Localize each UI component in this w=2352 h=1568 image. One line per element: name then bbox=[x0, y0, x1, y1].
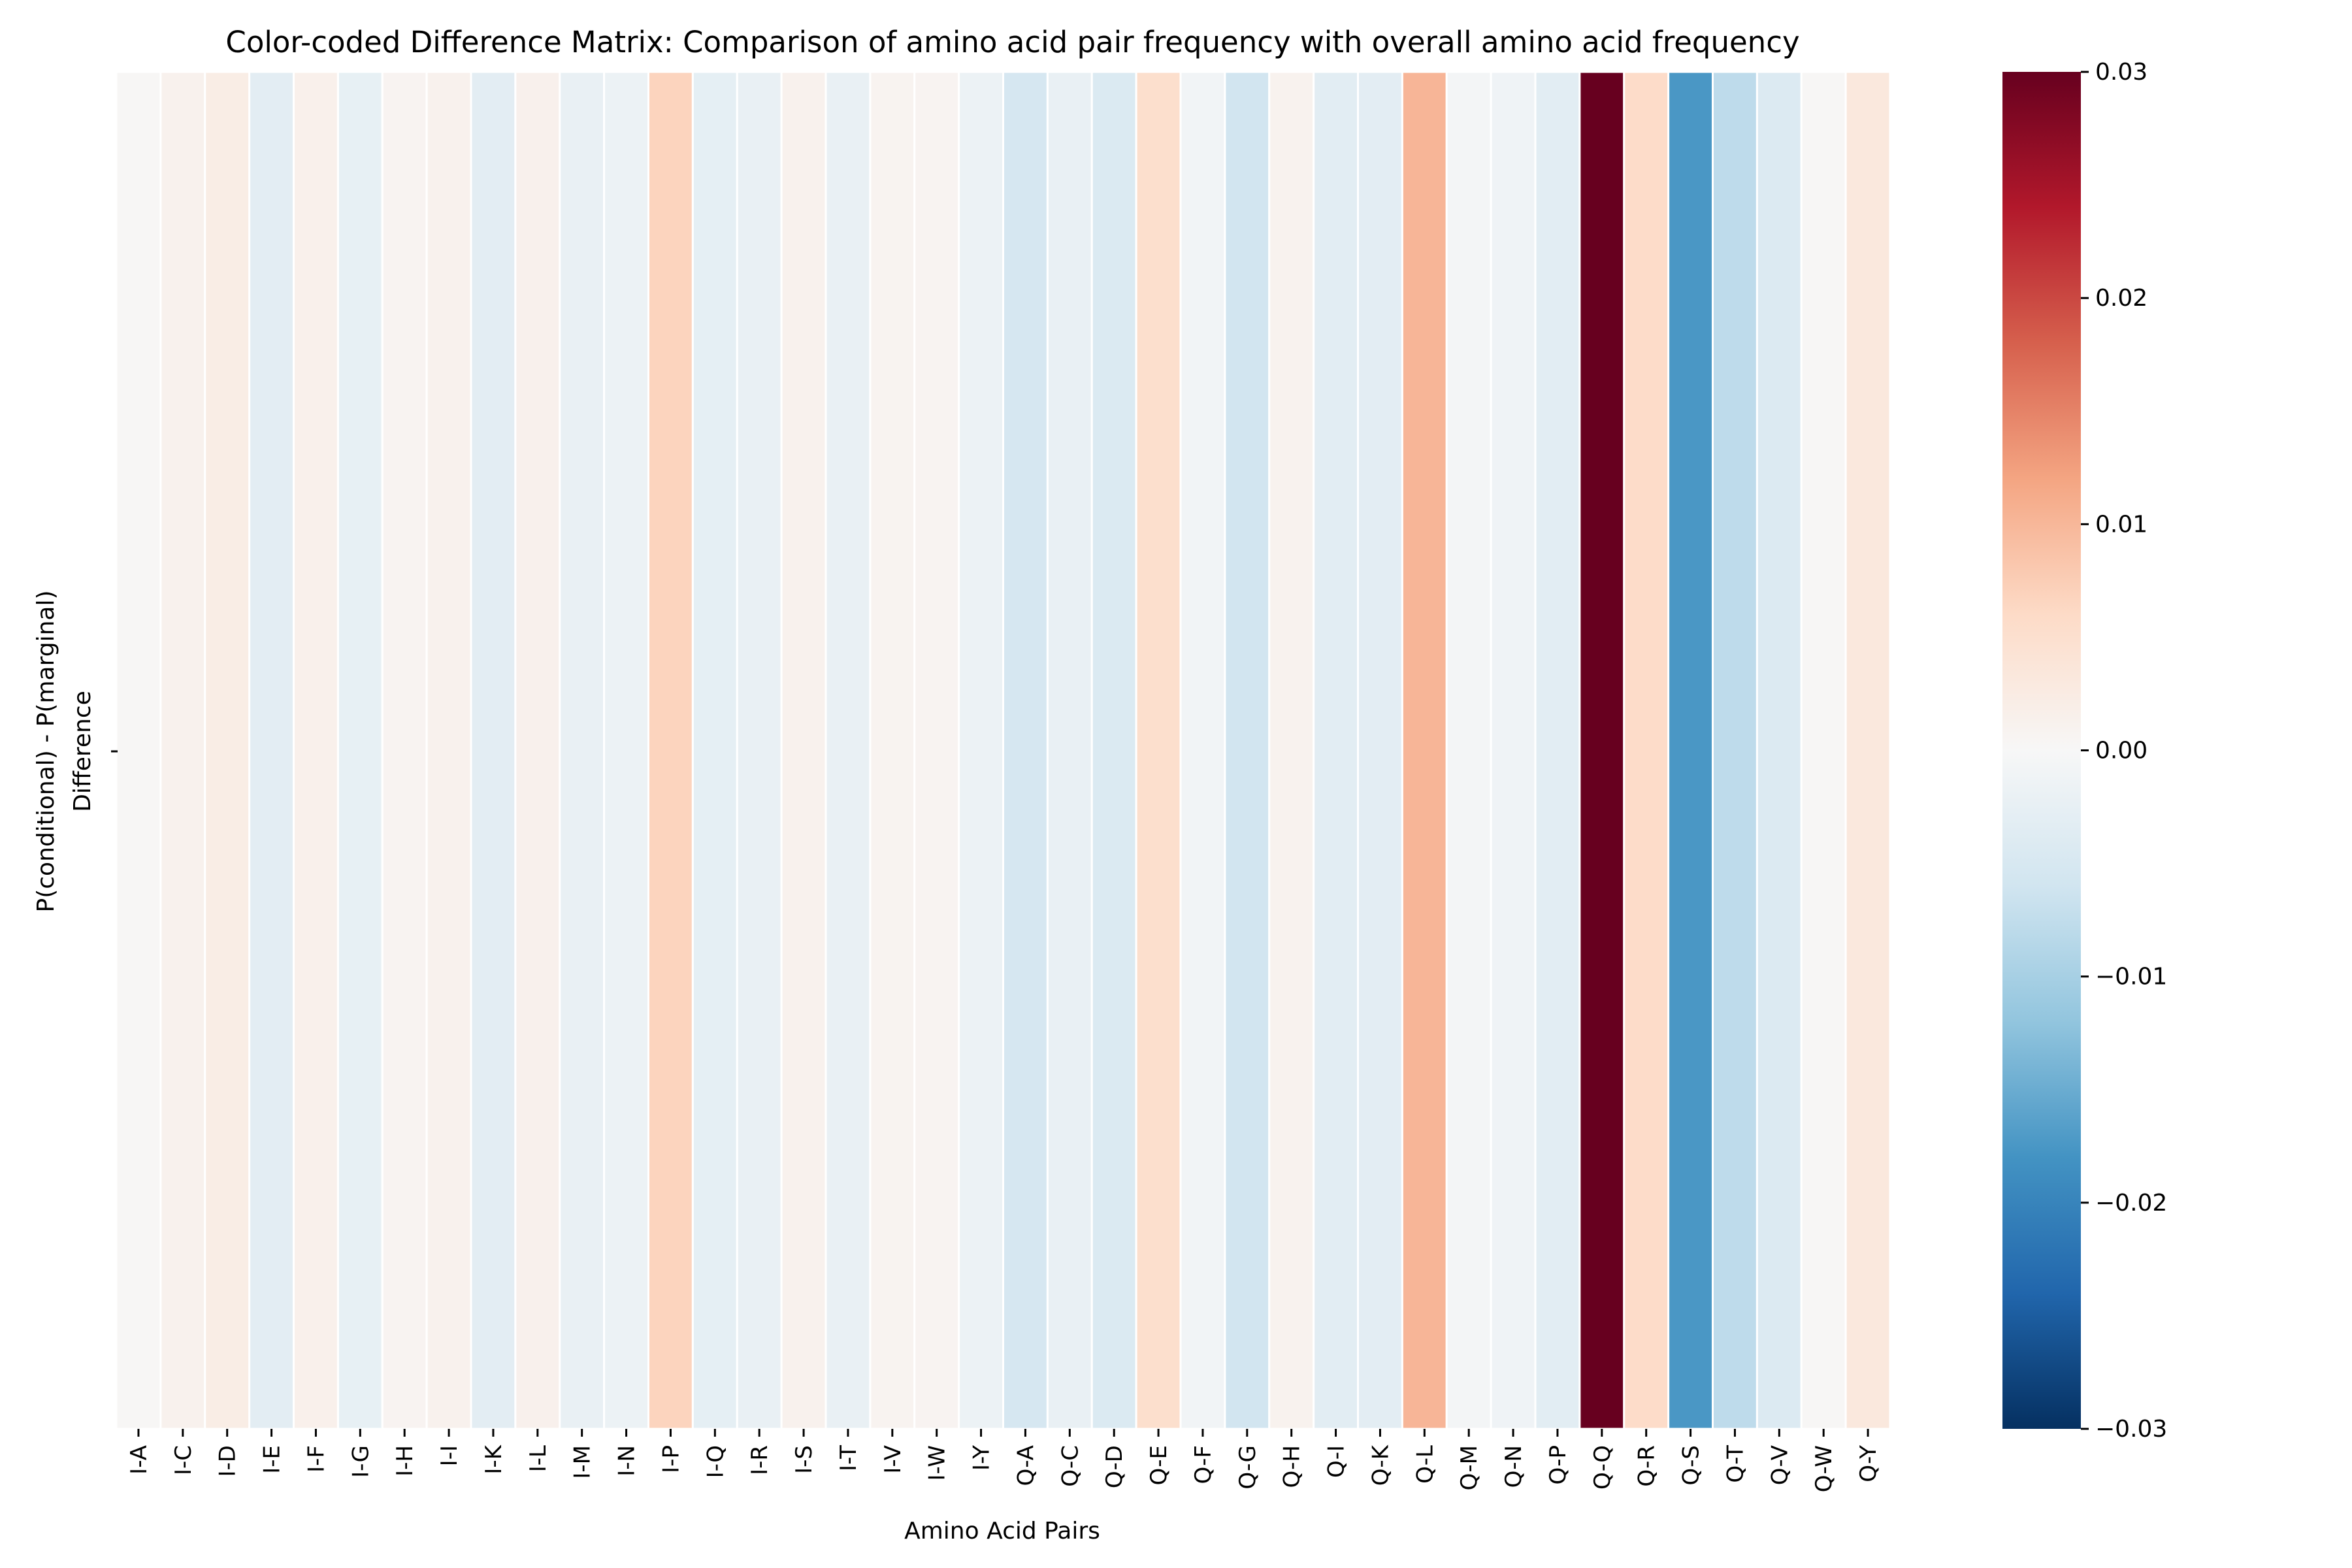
colorbar-ticks: 0.03 0.02 0.01 0.00 −0.01 −0.02 −0.03 bbox=[2081, 59, 2167, 1443]
x-tick-label: I-Y bbox=[969, 1445, 995, 1471]
colorbar-tick-label: 0.00 bbox=[2095, 738, 2148, 764]
x-tick-label: I-G bbox=[348, 1445, 374, 1478]
heatmap-cell-I-L bbox=[514, 71, 561, 1430]
heatmap-cell-I-W bbox=[913, 71, 960, 1430]
heatmap-cell-Q-Y bbox=[1844, 71, 1891, 1430]
x-tick-label: I-W bbox=[924, 1445, 951, 1481]
x-tick-label: I-I bbox=[436, 1445, 463, 1466]
x-tick-label: Q-I bbox=[1324, 1445, 1350, 1478]
x-tick-label: Q-G bbox=[1235, 1445, 1261, 1490]
heatmap-cell-I-R bbox=[736, 71, 783, 1430]
x-tick-label: I-M bbox=[570, 1445, 596, 1479]
chart-title: Color-coded Difference Matrix: Compariso… bbox=[225, 25, 1799, 59]
x-tick-label: Q-H bbox=[1279, 1445, 1305, 1488]
heatmap-cell-Q-A bbox=[1002, 71, 1049, 1430]
heatmap-cell-I-G bbox=[336, 71, 384, 1430]
colorbar-tick-label: 0.01 bbox=[2095, 511, 2148, 538]
heatmap-cell-I-D bbox=[204, 71, 251, 1430]
heatmap-cell-Q-K bbox=[1357, 71, 1403, 1430]
heatmap-cell-Q-M bbox=[1445, 71, 1492, 1430]
x-tick-label: I-T bbox=[836, 1445, 862, 1471]
heatmap-cell-Q-I bbox=[1313, 71, 1359, 1430]
x-tick-label: Q-C bbox=[1057, 1445, 1083, 1487]
heatmap-cell-Q-R bbox=[1623, 71, 1670, 1430]
x-tick-label: Q-F bbox=[1190, 1445, 1217, 1484]
heatmap-cell-I-V bbox=[869, 71, 916, 1430]
x-tick-label: Q-Q bbox=[1590, 1445, 1616, 1490]
heatmap-cell-Q-H bbox=[1268, 71, 1315, 1430]
heatmap-cell-Q-E bbox=[1135, 71, 1182, 1430]
x-axis-label: Amino Acid Pairs bbox=[904, 1518, 1100, 1544]
x-tick-label: Q-T bbox=[1722, 1445, 1748, 1483]
heatmap-cell-Q-C bbox=[1046, 71, 1093, 1430]
heatmap-cell-Q-G bbox=[1224, 71, 1271, 1430]
heatmap-cell-Q-V bbox=[1756, 71, 1803, 1430]
heatmap-cell-Q-D bbox=[1090, 71, 1137, 1430]
heatmap-cell-I-C bbox=[159, 71, 206, 1430]
x-tick-label: I-V bbox=[880, 1445, 906, 1474]
x-tick-label: I-Q bbox=[702, 1445, 728, 1478]
x-tick-label: Q-N bbox=[1501, 1445, 1527, 1488]
heatmap-cell-I-M bbox=[559, 71, 606, 1430]
x-tick-label: I-C bbox=[171, 1445, 197, 1475]
x-tick-label: I-A bbox=[126, 1445, 152, 1475]
heatmap-cell-I-P bbox=[647, 71, 694, 1430]
heatmap-cell-I-E bbox=[248, 71, 295, 1430]
x-tick-label: I-S bbox=[791, 1445, 817, 1474]
heatmap-cell-Q-N bbox=[1490, 71, 1537, 1430]
x-tick-label: Q-A bbox=[1013, 1445, 1039, 1486]
x-tick-label: Q-V bbox=[1767, 1445, 1793, 1485]
x-tick-label: I-H bbox=[392, 1445, 418, 1477]
colorbar-tick-label: −0.03 bbox=[2095, 1416, 2167, 1443]
x-tick-label: I-N bbox=[614, 1445, 640, 1477]
x-tick-label: Q-W bbox=[1811, 1445, 1837, 1492]
heatmap-cell-Q-Q bbox=[1578, 71, 1625, 1430]
x-tick-label: I-K bbox=[481, 1444, 507, 1474]
heatmap-cell-Q-T bbox=[1712, 71, 1758, 1430]
colorbar-tick-label: 0.02 bbox=[2095, 285, 2148, 312]
colorbar-tick-label: −0.02 bbox=[2095, 1190, 2167, 1217]
x-tick-label: I-E bbox=[259, 1445, 286, 1474]
x-tick-label: I-F bbox=[303, 1445, 329, 1473]
y-axis-label-line2: Difference bbox=[69, 691, 96, 812]
colorbar: 0.03 0.02 0.01 0.00 −0.01 −0.02 −0.03 bbox=[2002, 59, 2167, 1443]
heatmap-cell-Q-L bbox=[1401, 71, 1448, 1430]
y-axis-label-line1: P(conditional) - P(marginal) bbox=[33, 590, 59, 912]
heatmap-cell-I-H bbox=[381, 71, 428, 1430]
x-tick-label: Q-L bbox=[1412, 1445, 1438, 1484]
x-tick-label: Q-R bbox=[1634, 1445, 1660, 1487]
x-tick-label: Q-E bbox=[1146, 1445, 1172, 1485]
x-tick-label: Q-M bbox=[1456, 1445, 1482, 1490]
heatmap-cells bbox=[115, 71, 1891, 1430]
x-tick-label: Q-K bbox=[1367, 1444, 1394, 1486]
x-tick-label: Q-D bbox=[1102, 1445, 1128, 1488]
colorbar-gradient bbox=[2002, 72, 2081, 1429]
x-axis-ticks: I-A I-C I-D I-E I-F I-G I-H I-I I-K I-L I-M I-N I-P I… bbox=[126, 1429, 1882, 1492]
colorbar-tick-label: 0.03 bbox=[2095, 59, 2148, 86]
x-tick-label: I-L bbox=[525, 1445, 551, 1472]
heatmap-cell-I-S bbox=[780, 71, 827, 1430]
x-tick-label: Q-S bbox=[1678, 1445, 1705, 1486]
heatmap-cell-Q-F bbox=[1179, 71, 1226, 1430]
heatmap-cell-I-T bbox=[825, 71, 872, 1430]
colorbar-tick-label: −0.01 bbox=[2095, 964, 2167, 990]
x-tick-label: I-P bbox=[658, 1445, 684, 1473]
y-axis: P(conditional) - P(marginal) Difference bbox=[33, 590, 118, 913]
heatmap-cell-Q-W bbox=[1800, 71, 1847, 1430]
x-tick-label: Q-P bbox=[1545, 1445, 1571, 1484]
heatmap-cell-I-F bbox=[293, 71, 339, 1430]
heatmap-cell-I-I bbox=[425, 71, 472, 1430]
heatmap-cell-I-K bbox=[470, 71, 517, 1430]
heatmap-cell-Q-P bbox=[1534, 71, 1581, 1430]
heatmap-cell-I-A bbox=[115, 71, 162, 1430]
heatmap-cell-Q-S bbox=[1667, 71, 1714, 1430]
x-tick-label: Q-Y bbox=[1855, 1445, 1882, 1482]
x-tick-label: I-R bbox=[747, 1445, 773, 1475]
heatmap-cell-I-Q bbox=[691, 71, 738, 1430]
heatmap-cell-I-Y bbox=[958, 71, 1004, 1430]
x-tick-label: I-D bbox=[215, 1445, 241, 1477]
heatmap-cell-I-N bbox=[603, 71, 649, 1430]
